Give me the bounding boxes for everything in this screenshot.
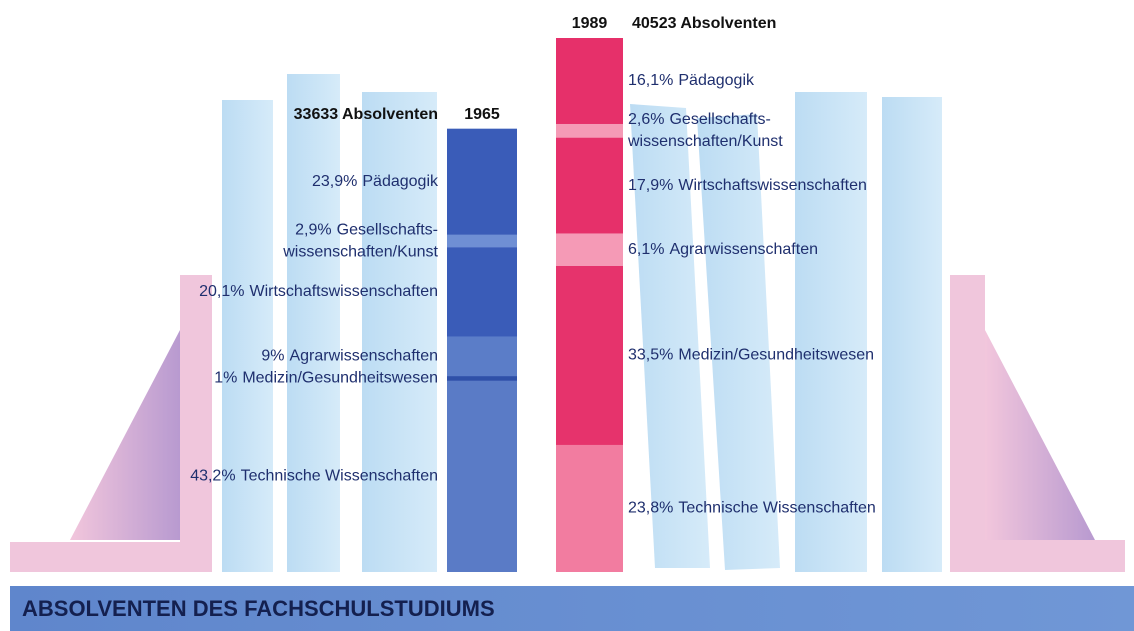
bar-year: 1965 [464,106,500,123]
value-label: 16,1% [628,72,673,89]
category-label: wissenschaften/Kunst [282,243,438,260]
category-label: Pädagogik [362,173,439,190]
bar-segment [556,266,623,445]
bar-segment [447,129,517,235]
value-label: 23,9% [312,173,357,190]
category-label: Wirtschaftswissenschaften [678,177,867,194]
category-label: Medizin/Gesundheitswesen [242,370,438,387]
category-label: Agrarwissenschaften [669,241,818,258]
value-label: 9% [261,348,284,365]
category-label: wissenschaften/Kunst [627,133,783,150]
value-label: 17,9% [628,177,673,194]
bar-segment [447,235,517,248]
bar-segment [556,445,623,572]
bar-segment [447,376,517,380]
value-label: 2,6% [628,111,664,128]
bar-segment [447,336,517,376]
category-label: Wirtschaftswissenschaften [249,283,438,300]
bar-segment [556,38,623,124]
bar-segment [447,381,517,572]
category-label: Agrarwissenschaften [289,348,438,365]
value-label: 20,1% [199,283,244,300]
total-label: 40523 Absolventen [632,15,776,32]
bar-segment [556,138,623,234]
value-label: 6,1% [628,241,664,258]
bar-segment [556,124,623,138]
bar-segment [447,247,517,336]
value-label: 43,2% [190,468,235,485]
category-label: Technische Wissenschaften [241,468,438,485]
value-label: 1% [214,370,237,387]
chart: ABSOLVENTEN DES FACHSCHULSTUDIUMS 1965 33… [0,0,1134,631]
category-label: Gesellschafts- [337,221,438,238]
category-label: Gesellschafts- [669,111,770,128]
chart-title: ABSOLVENTEN DES FACHSCHULSTUDIUMS [22,596,495,621]
category-label: Technische Wissenschaften [678,500,875,517]
category-label: Pädagogik [678,72,755,89]
bar-segment [556,233,623,266]
value-label: 23,8% [628,500,673,517]
value-label: 33,5% [628,347,673,364]
category-label: Medizin/Gesundheitswesen [678,347,874,364]
bar-year: 1989 [572,15,608,32]
total-label: 33633 Absolventen [294,106,438,123]
value-label: 2,9% [295,221,331,238]
